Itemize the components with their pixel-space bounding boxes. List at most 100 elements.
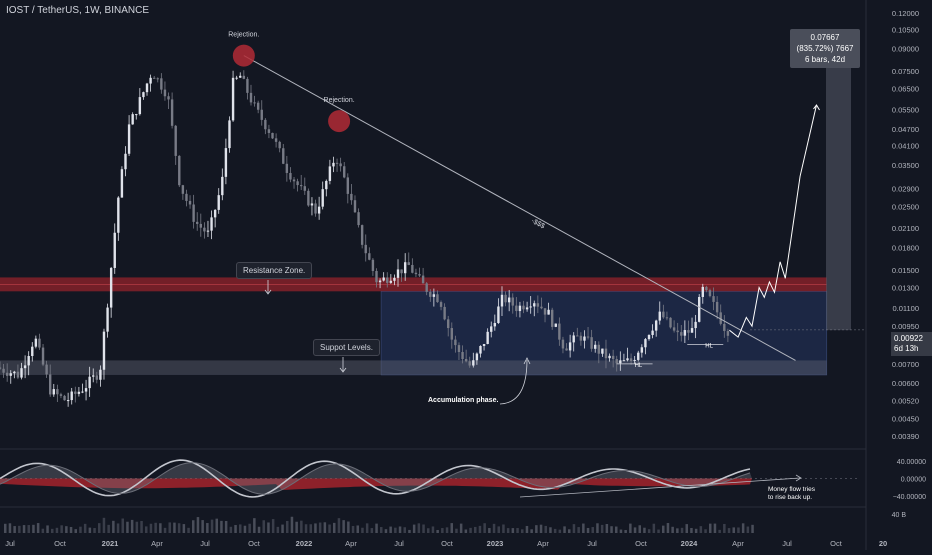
volume-bar bbox=[633, 527, 637, 533]
money-flow-trendline bbox=[519, 477, 801, 498]
price-tick-label: 0.00450 bbox=[892, 414, 919, 423]
candle-body bbox=[249, 92, 253, 103]
candle-body bbox=[590, 337, 593, 349]
candle-body bbox=[66, 400, 70, 402]
time-tick-label: Apr bbox=[345, 539, 357, 548]
candle-body bbox=[393, 277, 396, 281]
candle-body bbox=[672, 327, 676, 331]
volume-bar bbox=[262, 520, 265, 533]
candle-body bbox=[547, 309, 550, 315]
volume-bar bbox=[704, 529, 707, 533]
volume-bar bbox=[727, 528, 731, 533]
price-tick-label: 0.02900 bbox=[892, 184, 919, 193]
candle-body bbox=[321, 189, 324, 207]
candle-body bbox=[13, 371, 16, 374]
candle-body bbox=[432, 294, 436, 297]
candle-body bbox=[303, 186, 306, 191]
candle-body bbox=[708, 290, 712, 297]
volume-bar bbox=[455, 528, 458, 533]
bar-countdown: 6d 13h bbox=[894, 344, 919, 353]
price-tick-label: 0.01100 bbox=[892, 304, 919, 313]
volume-bar bbox=[422, 524, 425, 533]
candle-body bbox=[701, 286, 704, 297]
candle-body bbox=[106, 307, 109, 332]
candle-body bbox=[705, 286, 708, 291]
volume-bar bbox=[718, 529, 721, 533]
candle-body bbox=[16, 371, 20, 378]
candle-body bbox=[479, 345, 482, 354]
volume-bar bbox=[149, 523, 153, 533]
volume-bar bbox=[652, 523, 656, 533]
candle-body bbox=[550, 309, 554, 327]
candle-body bbox=[206, 230, 210, 232]
candle-body bbox=[48, 374, 52, 395]
volume-bar bbox=[267, 522, 270, 533]
candle-body bbox=[654, 320, 658, 331]
candle-body bbox=[626, 358, 629, 361]
candle-body bbox=[386, 277, 389, 283]
accumulation-label: Accumulation phase. bbox=[428, 397, 498, 404]
price-tick-label: 0.02100 bbox=[892, 224, 919, 233]
time-tick-label: Jul bbox=[5, 539, 15, 548]
volume-bar bbox=[647, 529, 651, 533]
volume-bar bbox=[685, 524, 688, 533]
measure-change: 0.07667 (835.72%) 7667 bbox=[796, 33, 854, 53]
candle-body bbox=[23, 365, 27, 369]
volume-bar bbox=[248, 523, 251, 533]
resistance-pointer bbox=[264, 280, 272, 295]
volume-bar bbox=[375, 523, 378, 533]
volume-bar bbox=[168, 522, 171, 533]
volume-bar bbox=[36, 523, 40, 533]
candle-body bbox=[594, 344, 597, 349]
candle-body bbox=[156, 78, 159, 80]
volume-bar bbox=[187, 527, 190, 533]
volume-bar bbox=[163, 527, 167, 533]
candle-body bbox=[368, 253, 371, 260]
volume-bar bbox=[126, 521, 129, 533]
price-tick-label: 0.02500 bbox=[892, 203, 919, 212]
time-tick-label: 20 bbox=[879, 539, 887, 548]
price-tick-label: 0.00950 bbox=[892, 322, 919, 331]
volume-bar bbox=[488, 528, 491, 533]
volume-bar bbox=[102, 517, 106, 533]
candle-body bbox=[676, 330, 679, 333]
candle-body bbox=[181, 185, 185, 194]
candle-body bbox=[343, 166, 346, 178]
candle-body bbox=[597, 344, 601, 354]
volume-bar bbox=[737, 527, 740, 533]
candle-body bbox=[579, 335, 583, 341]
volume-bar bbox=[638, 525, 641, 533]
candle-body bbox=[658, 311, 661, 321]
candle-body bbox=[34, 338, 38, 347]
volume-bar bbox=[474, 526, 477, 533]
candle-body bbox=[135, 114, 138, 116]
volume-bar bbox=[333, 522, 336, 533]
volume-bar bbox=[459, 523, 463, 533]
volume-bar bbox=[577, 527, 580, 533]
price-tick-label: 0.04100 bbox=[892, 142, 919, 151]
volume-bar bbox=[51, 528, 54, 533]
volume-bar bbox=[55, 527, 59, 533]
volume-bar bbox=[600, 524, 604, 533]
volume-bar bbox=[60, 525, 63, 533]
candle-body bbox=[20, 368, 23, 378]
candle-body bbox=[210, 217, 213, 231]
candle-body bbox=[0, 367, 2, 369]
time-tick-label: Jul bbox=[587, 539, 597, 548]
time-tick-label: 2022 bbox=[296, 539, 313, 548]
candle-body bbox=[228, 120, 231, 149]
candle-body bbox=[472, 360, 475, 366]
candle-body bbox=[213, 209, 217, 218]
volume-bar bbox=[318, 522, 322, 533]
volume-bar bbox=[441, 528, 444, 533]
oscillator-tick-label: −40.00000 bbox=[893, 494, 926, 501]
candle-body bbox=[339, 163, 342, 167]
candle-body bbox=[332, 162, 335, 167]
projection-path bbox=[729, 104, 817, 338]
candle-body bbox=[518, 305, 522, 312]
price-tick-label: 0.09000 bbox=[892, 45, 919, 54]
money-flow-arrowhead bbox=[795, 474, 802, 482]
candle-body bbox=[2, 368, 5, 373]
